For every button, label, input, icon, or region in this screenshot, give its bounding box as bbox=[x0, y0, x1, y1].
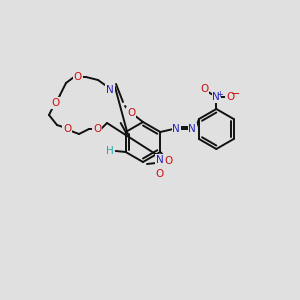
Text: O: O bbox=[127, 108, 135, 118]
Text: O: O bbox=[93, 124, 101, 134]
Text: O: O bbox=[164, 156, 172, 166]
Text: N: N bbox=[212, 92, 220, 102]
Text: O: O bbox=[63, 124, 71, 134]
Text: N: N bbox=[172, 124, 180, 134]
Text: +: + bbox=[216, 90, 223, 99]
Text: −: − bbox=[231, 89, 240, 99]
Text: O: O bbox=[226, 92, 234, 102]
Text: N: N bbox=[106, 85, 114, 95]
Text: O: O bbox=[200, 84, 208, 94]
Text: O: O bbox=[74, 72, 82, 82]
Text: N: N bbox=[156, 155, 164, 165]
Text: O: O bbox=[155, 169, 163, 179]
Text: O: O bbox=[51, 98, 59, 108]
Text: N: N bbox=[188, 124, 196, 134]
Text: H: H bbox=[106, 146, 114, 156]
